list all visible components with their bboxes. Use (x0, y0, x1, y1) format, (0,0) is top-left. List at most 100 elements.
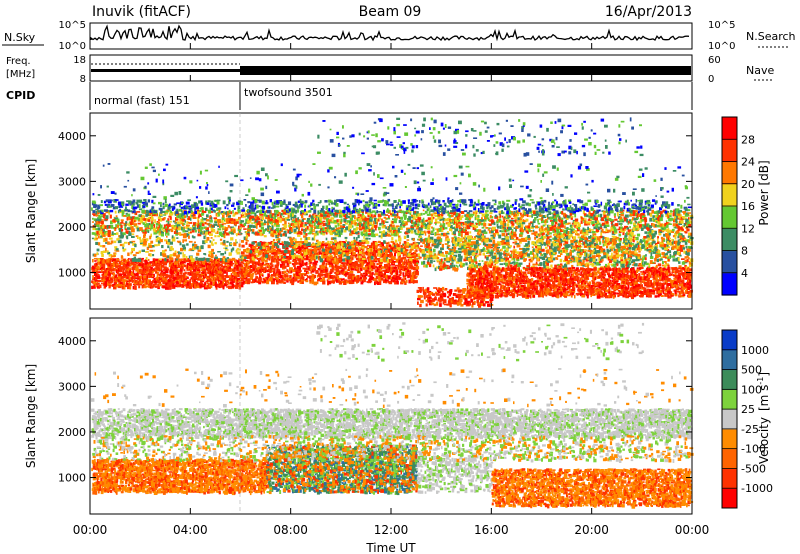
heatmap-cell (233, 229, 236, 234)
heatmap-cell (358, 258, 361, 263)
heatmap-cell (498, 207, 500, 210)
heatmap-cell (418, 227, 423, 231)
heatmap-cell (201, 223, 205, 227)
heatmap-cell (523, 211, 526, 216)
heatmap-cell (296, 274, 299, 276)
heatmap-cell (622, 227, 627, 231)
heatmap-cell (143, 273, 148, 276)
heatmap-cell (563, 229, 567, 234)
heatmap-cell (198, 200, 202, 204)
heatmap-cell (359, 219, 362, 224)
heatmap-cell (310, 207, 314, 210)
heatmap-cell (127, 258, 130, 260)
heatmap-cell (199, 210, 202, 212)
heatmap-cell (283, 230, 287, 234)
heatmap-cell (221, 260, 225, 263)
heatmap-cell (382, 213, 386, 216)
heatmap-cell (647, 204, 651, 207)
heatmap-cell (598, 209, 601, 212)
heatmap-cell (241, 254, 245, 257)
heatmap-cell (173, 203, 177, 206)
heatmap-cell (225, 280, 227, 284)
heatmap-cell (440, 226, 443, 231)
heatmap-cell (308, 254, 311, 257)
heatmap-cell (240, 251, 245, 255)
heatmap-cell (113, 281, 117, 284)
heatmap-cell (577, 207, 582, 211)
heatmap-cell (308, 228, 312, 231)
heatmap-cell (385, 221, 389, 223)
heatmap-cell (137, 217, 140, 221)
heatmap-cell (335, 255, 337, 260)
heatmap-cell (240, 272, 245, 276)
heatmap-cell (301, 260, 304, 264)
heatmap-cell (227, 279, 230, 283)
heatmap-cell (395, 225, 400, 227)
heatmap-cell (629, 226, 631, 229)
heatmap-cell (432, 213, 436, 215)
heatmap-cell (273, 267, 276, 272)
heatmap-cell (205, 231, 209, 235)
heatmap-cell (128, 232, 132, 236)
heatmap-cell (405, 210, 408, 213)
heatmap-cell (368, 233, 372, 236)
heatmap-cell (588, 231, 592, 234)
heatmap-cell (120, 219, 124, 222)
heatmap-cell (275, 272, 279, 274)
heatmap-cell (487, 223, 490, 226)
heatmap-cell (219, 284, 223, 288)
heatmap-cell (225, 227, 229, 230)
heatmap-cell (129, 279, 132, 282)
heatmap-cell (504, 229, 507, 233)
heatmap-cell (157, 221, 160, 225)
heatmap-cell (104, 281, 107, 285)
heatmap-cell (92, 227, 96, 231)
heatmap-cell (378, 215, 381, 220)
heatmap-cell (108, 264, 111, 267)
heatmap-cell (265, 228, 269, 231)
heatmap-cell (612, 225, 616, 229)
heatmap-cell (133, 264, 135, 269)
heatmap-cell (120, 275, 124, 279)
heatmap-cell (318, 273, 322, 276)
heatmap-cell (265, 266, 267, 268)
heatmap-cell (267, 214, 271, 219)
heatmap-cell (209, 211, 214, 213)
heatmap-cell (135, 202, 139, 205)
heatmap-cell (227, 261, 230, 263)
heatmap-cell (217, 266, 219, 270)
heatmap-cell (105, 270, 108, 273)
heatmap-cell (169, 209, 172, 212)
heatmap-cell (139, 199, 143, 203)
heatmap-cell (375, 206, 378, 209)
heatmap-cell (184, 271, 187, 275)
heatmap-cell (301, 218, 304, 222)
heatmap-cell (239, 227, 242, 229)
heatmap-cell (135, 264, 138, 269)
heatmap-cell (132, 263, 137, 266)
heatmap-cell (618, 233, 622, 237)
heatmap-cell (655, 224, 657, 227)
heatmap-cell (628, 220, 631, 224)
heatmap-cell (174, 222, 178, 224)
heatmap-cell (121, 203, 124, 207)
heatmap-cell (142, 202, 146, 204)
heatmap-cell (546, 231, 550, 235)
heatmap-cell (297, 269, 301, 273)
heatmap-cell (315, 204, 319, 207)
heatmap-cell (224, 270, 227, 274)
heatmap-cell (113, 218, 116, 223)
heatmap-cell (335, 265, 339, 270)
heatmap-cell (172, 282, 175, 287)
heatmap-cell (350, 267, 355, 271)
heatmap-cell (367, 258, 370, 262)
heatmap-cell (215, 219, 219, 222)
heatmap-cell (197, 225, 200, 228)
heatmap-cell (96, 271, 99, 274)
heatmap-cell (361, 266, 364, 269)
heatmap-cell (217, 222, 220, 226)
heatmap-cell (372, 204, 375, 208)
freq-label-line2: [MHz] (6, 69, 35, 80)
heatmap-cell (427, 220, 431, 223)
heatmap-cell (412, 206, 415, 210)
